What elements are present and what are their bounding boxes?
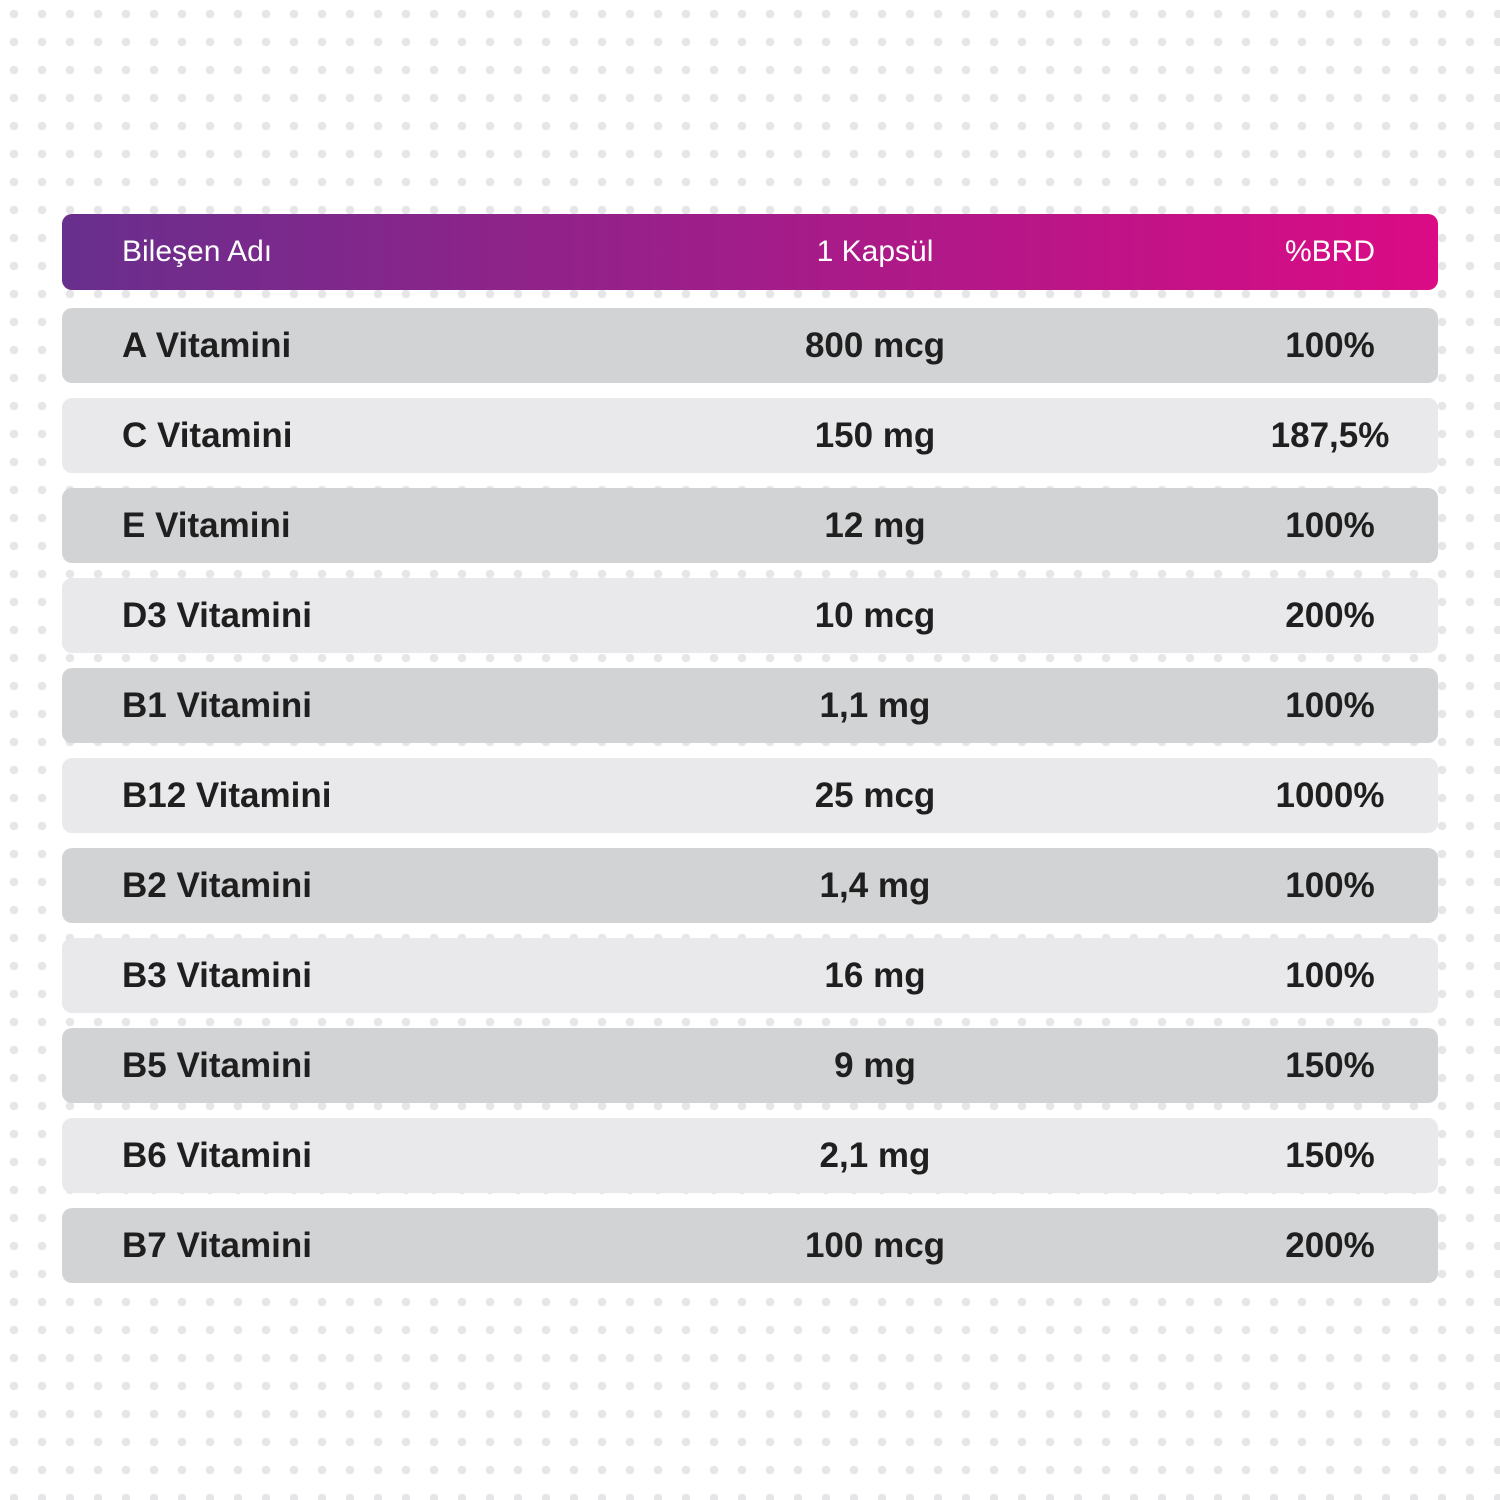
header-per-capsule: 1 Kapsül bbox=[816, 235, 934, 268]
ingredient-rdi: 200% bbox=[1285, 595, 1375, 635]
ingredient-rdi: 100% bbox=[1285, 325, 1375, 365]
ingredient-name: A Vitamini bbox=[122, 325, 292, 365]
table-row: D3 Vitamini 10 mcg 200% bbox=[62, 578, 1438, 653]
table-row: B6 Vitamini 2,1 mg 150% bbox=[62, 1118, 1438, 1193]
ingredient-amount: 10 mcg bbox=[814, 595, 936, 635]
ingredient-rdi: 100% bbox=[1285, 955, 1375, 995]
table-row: E Vitamini 12 mg 100% bbox=[62, 488, 1438, 563]
ingredient-rdi: 150% bbox=[1285, 1135, 1375, 1175]
ingredient-amount: 1,1 mg bbox=[819, 685, 931, 725]
ingredient-rdi: 1000% bbox=[1275, 775, 1385, 815]
table-row: C Vitamini 150 mg 187,5% bbox=[62, 398, 1438, 473]
ingredient-rdi: 200% bbox=[1285, 1225, 1375, 1265]
ingredient-amount: 12 mg bbox=[824, 505, 926, 545]
ingredient-name: C Vitamini bbox=[122, 415, 293, 455]
ingredient-name: B12 Vitamini bbox=[122, 775, 332, 815]
ingredient-name: B5 Vitamini bbox=[122, 1045, 312, 1085]
ingredient-name: E Vitamini bbox=[122, 505, 291, 545]
nutrition-table: Bileşen Adı 1 Kapsül %BRD A Vitamini 800… bbox=[62, 214, 1438, 1298]
table-header: Bileşen Adı 1 Kapsül %BRD bbox=[62, 214, 1438, 290]
ingredient-name: D3 Vitamini bbox=[122, 595, 312, 635]
ingredient-amount: 800 mcg bbox=[804, 325, 946, 365]
ingredient-rdi: 100% bbox=[1285, 685, 1375, 725]
ingredient-amount: 2,1 mg bbox=[819, 1135, 931, 1175]
ingredient-amount: 150 mg bbox=[814, 415, 936, 455]
header-rdi-percent: %BRD bbox=[1284, 235, 1375, 268]
ingredient-name: B2 Vitamini bbox=[122, 865, 312, 905]
table-row: B5 Vitamini 9 mg 150% bbox=[62, 1028, 1438, 1103]
ingredient-rdi: 100% bbox=[1285, 865, 1375, 905]
table-row: B2 Vitamini 1,4 mg 100% bbox=[62, 848, 1438, 923]
ingredient-rdi: 187,5% bbox=[1270, 415, 1390, 455]
table-row: B7 Vitamini 100 mcg 200% bbox=[62, 1208, 1438, 1283]
ingredient-name: B1 Vitamini bbox=[122, 685, 312, 725]
ingredient-amount: 100 mcg bbox=[804, 1225, 946, 1265]
ingredient-amount: 9 mg bbox=[834, 1045, 916, 1085]
ingredient-amount: 1,4 mg bbox=[819, 865, 931, 905]
table-row: B3 Vitamini 16 mg 100% bbox=[62, 938, 1438, 1013]
header-ingredient-name: Bileşen Adı bbox=[122, 235, 273, 268]
table-row: B1 Vitamini 1,1 mg 100% bbox=[62, 668, 1438, 743]
ingredient-name: B6 Vitamini bbox=[122, 1135, 312, 1175]
ingredient-amount: 25 mcg bbox=[814, 775, 936, 815]
table-row: A Vitamini 800 mcg 100% bbox=[62, 308, 1438, 383]
ingredient-amount: 16 mg bbox=[824, 955, 926, 995]
ingredient-name: B3 Vitamini bbox=[122, 955, 312, 995]
ingredient-rdi: 100% bbox=[1285, 505, 1375, 545]
ingredient-name: B7 Vitamini bbox=[122, 1225, 312, 1265]
ingredient-rdi: 150% bbox=[1285, 1045, 1375, 1085]
table-row: B12 Vitamini 25 mcg 1000% bbox=[62, 758, 1438, 833]
